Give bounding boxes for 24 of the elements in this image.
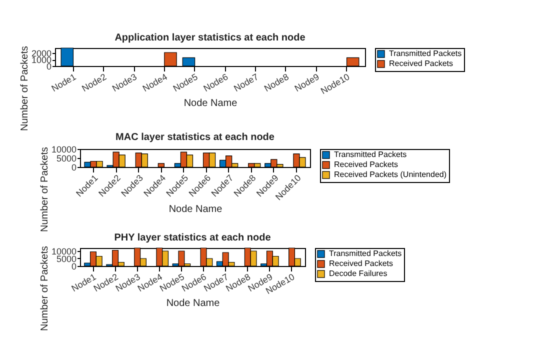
y-tick-label: 5000	[56, 154, 76, 164]
legend-label: Transmitted Packets	[329, 249, 402, 258]
legend-label: Decode Failures	[329, 269, 388, 278]
legend-label: Received Packets	[389, 59, 454, 68]
y-tick-label: 10000	[51, 144, 76, 154]
x-axis-title: Node Name	[168, 204, 223, 216]
y-tick-label: 10000	[51, 246, 76, 256]
y-axis-title: Number of Packets	[39, 246, 50, 332]
legend-label: Transmitted Packets	[389, 49, 462, 58]
y-tick-label: 0	[71, 262, 76, 272]
x-axis-title: Node Name	[184, 98, 238, 110]
legend-label: Received Packets	[329, 259, 394, 268]
y-tick-label: 5000	[56, 254, 76, 264]
y-axis-title: Number of Packets	[19, 46, 30, 132]
y-tick-label: 0	[71, 162, 76, 172]
chart-title: PHY layer statistics at each node	[114, 232, 272, 244]
y-axis-title: Number of Packets	[39, 146, 50, 232]
chart-title: Application layer statistics at each node	[114, 32, 306, 44]
x-axis-title: Node Name	[166, 298, 220, 310]
y-tick-label: 0	[46, 62, 52, 72]
legend-label: Received Packets	[334, 160, 398, 169]
legend-label: Received Packets (Unintended)	[334, 170, 447, 179]
chart-title: MAC layer statistics at each node	[116, 132, 275, 143]
legend-label: Transmitted Packets	[334, 150, 407, 159]
